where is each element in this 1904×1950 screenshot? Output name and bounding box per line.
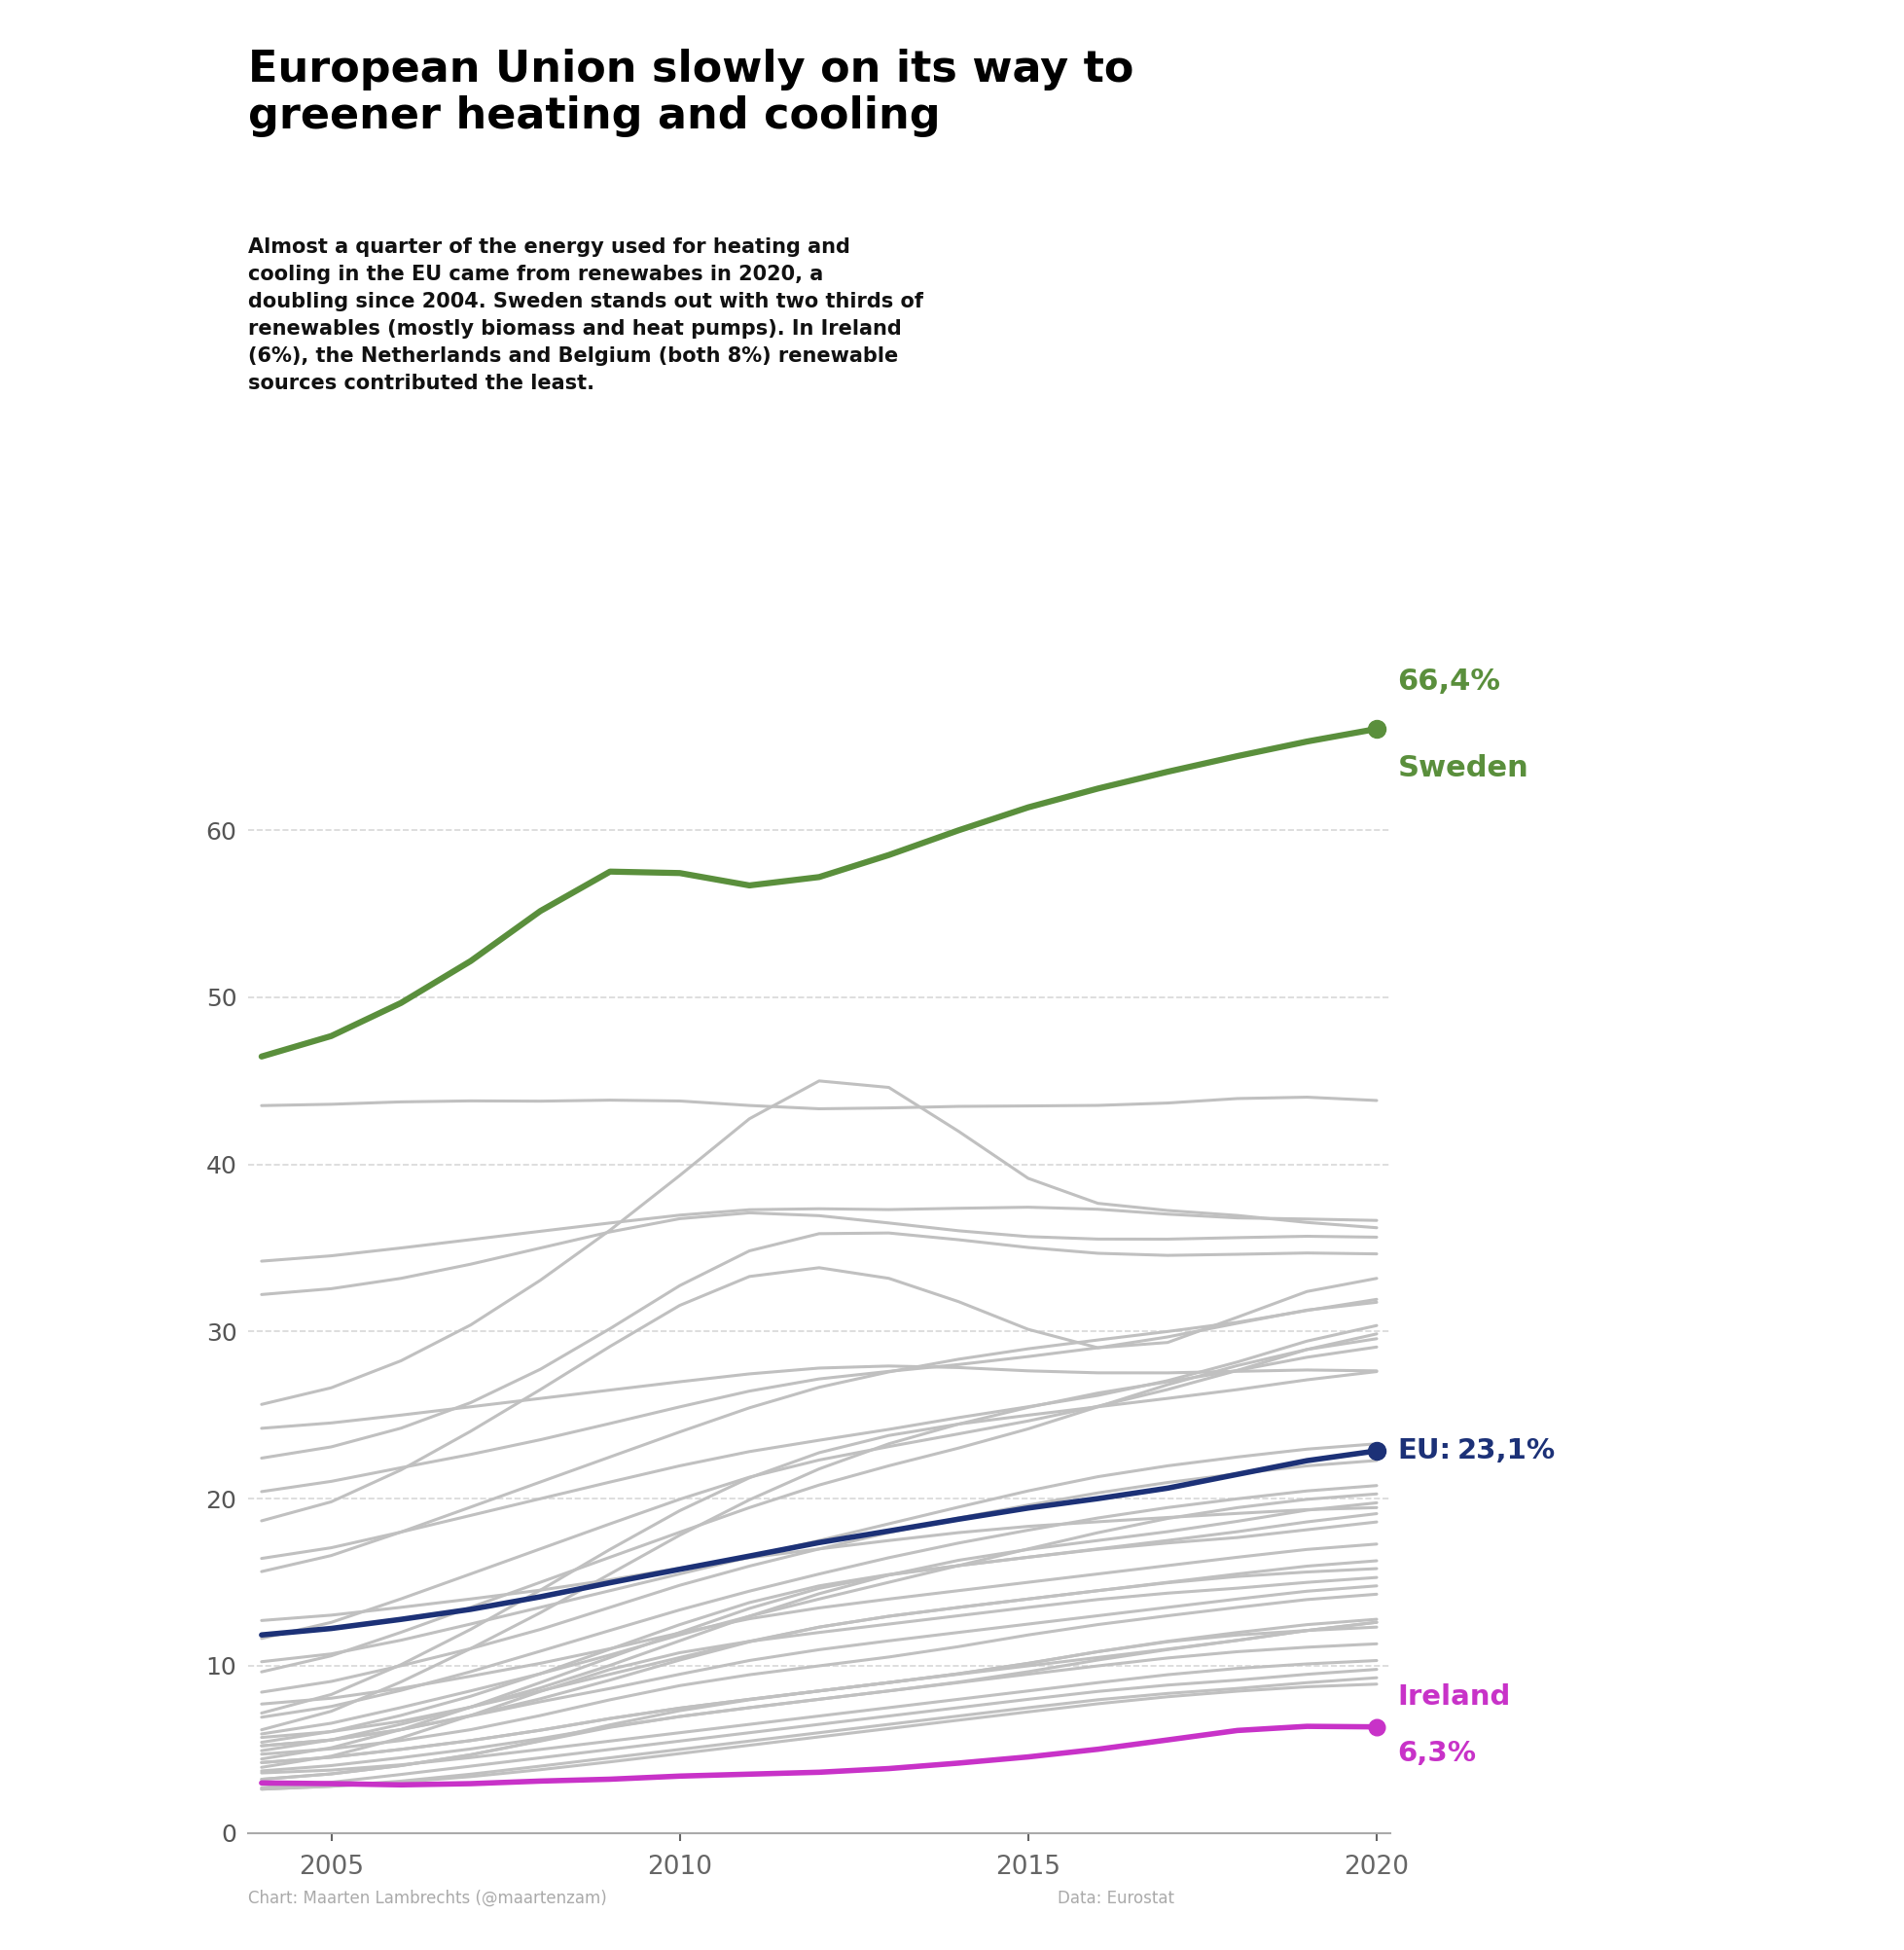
Text: Data: Eurostat: Data: Eurostat <box>1057 1890 1173 1907</box>
Text: 6,3%: 6,3% <box>1398 1739 1476 1767</box>
Text: EU:: EU: <box>1398 1437 1451 1464</box>
Text: Chart: Maarten Lambrechts (@maartenzam): Chart: Maarten Lambrechts (@maartenzam) <box>248 1890 605 1907</box>
Text: Ireland: Ireland <box>1398 1683 1510 1710</box>
Text: Almost a quarter of the energy used for heating and
cooling in the EU came from : Almost a quarter of the energy used for … <box>248 238 922 394</box>
Text: 23,1%: 23,1% <box>1457 1437 1554 1464</box>
Text: Sweden: Sweden <box>1398 755 1527 782</box>
Text: European Union slowly on its way to
greener heating and cooling: European Union slowly on its way to gree… <box>248 49 1133 136</box>
Text: 66,4%: 66,4% <box>1398 667 1500 696</box>
